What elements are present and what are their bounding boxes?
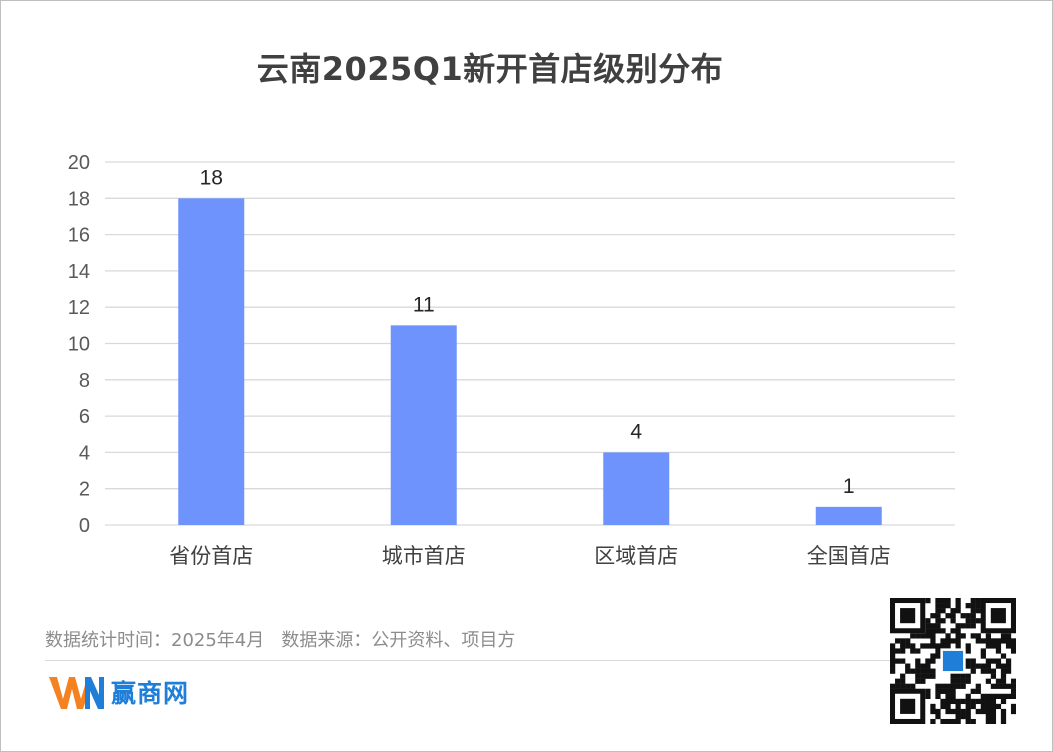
bar-chart: 0 2 4 6 8 10 12 14 16 18 20 18 省份首店 11 城市首店 4 区域首店 1 全国首店	[68, 152, 955, 568]
y-tick-label: 8	[79, 370, 90, 392]
data-label: 18	[200, 166, 223, 189]
bar	[178, 198, 245, 526]
y-tick-label: 14	[68, 261, 90, 283]
y-tick-label: 18	[68, 188, 90, 210]
y-tick-label: 12	[68, 297, 90, 319]
footer-divider	[45, 660, 955, 661]
bar	[603, 452, 670, 525]
footer-note: 数据统计时间：2025年4月 数据来源：公开资料、项目方	[45, 630, 516, 651]
y-tick-label: 20	[68, 152, 90, 174]
x-tick-label: 城市首店	[382, 544, 466, 568]
winshang-logo-icon	[49, 677, 104, 709]
brand-logo: 赢商网	[47, 672, 189, 712]
data-label: 1	[843, 475, 855, 498]
y-tick-label: 10	[68, 334, 90, 356]
x-tick-label: 全国首店	[807, 544, 891, 568]
qr-code-icon	[890, 598, 1016, 724]
chart-title: 云南2025Q1新开首店级别分布	[256, 50, 724, 88]
bar	[815, 506, 882, 525]
y-tick-label: 2	[79, 479, 90, 501]
y-tick-label: 4	[79, 442, 90, 464]
x-tick-label: 省份首店	[169, 544, 253, 568]
y-tick-label: 16	[68, 225, 90, 247]
data-label: 4	[630, 420, 642, 443]
brand-name: 赢商网	[111, 679, 190, 708]
y-tick-label: 6	[79, 406, 90, 428]
data-label: 11	[413, 293, 435, 316]
x-tick-label: 区域首店	[594, 544, 678, 568]
bar	[390, 325, 457, 525]
y-tick-label: 0	[79, 515, 90, 537]
